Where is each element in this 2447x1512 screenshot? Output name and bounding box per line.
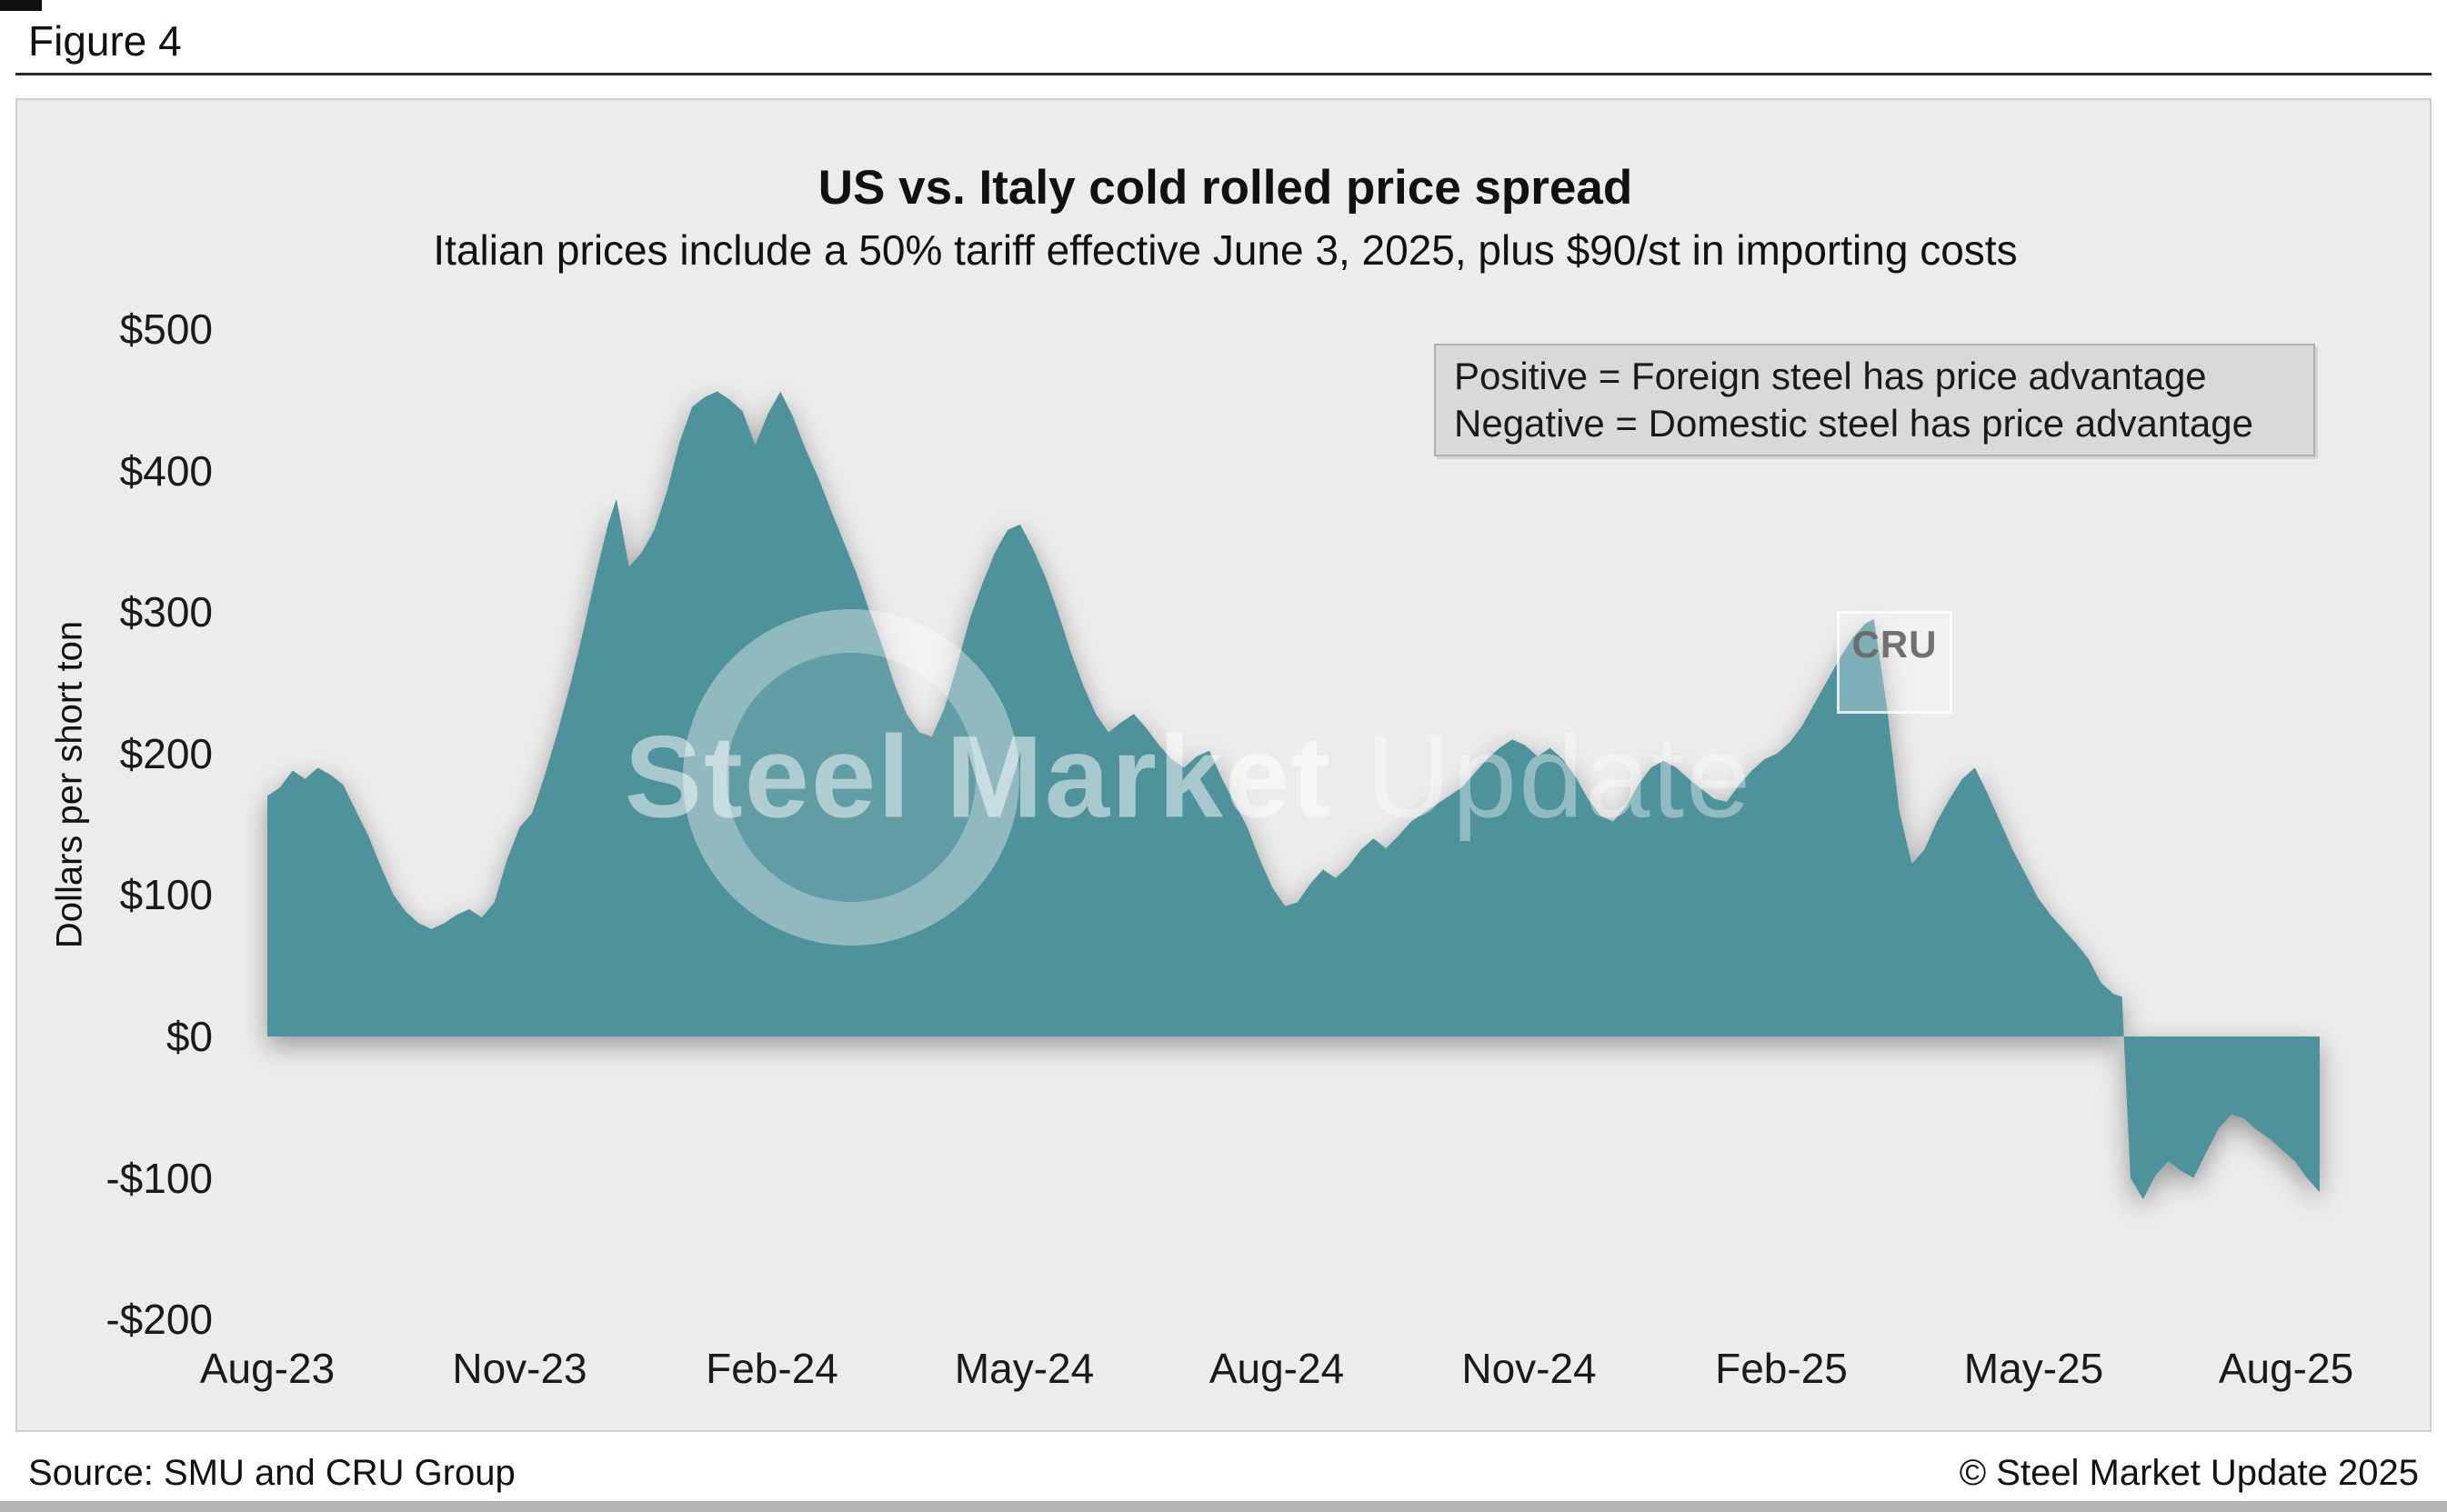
corner-artifact — [0, 0, 42, 11]
bottom-strip — [0, 1501, 2447, 1512]
y-tick-label: $0 — [165, 1013, 213, 1060]
legend-box: Positive = Foreign steel has price advan… — [1434, 344, 2315, 456]
legend-line-negative: Negative = Domestic steel has price adva… — [1454, 402, 2253, 445]
x-tick-label: Feb-25 — [1715, 1345, 1848, 1392]
x-tick-label: May-25 — [1963, 1345, 2104, 1392]
x-tick-label: Feb-24 — [706, 1345, 838, 1392]
chart-panel: Steel Market Update CRU US vs. Italy col… — [15, 98, 2432, 1432]
y-tick-label: $200 — [119, 729, 213, 777]
area-chart-svg — [267, 391, 2320, 1199]
copyright-text: © Steel Market Update 2025 — [1959, 1453, 2419, 1493]
y-tick-label: $100 — [119, 871, 213, 919]
chart-subtitle: Italian prices include a 50% tariff effe… — [433, 226, 2018, 274]
x-tick-label: May-24 — [954, 1345, 1095, 1392]
y-tick-label: $300 — [119, 588, 213, 636]
y-tick-label: -$200 — [105, 1296, 213, 1344]
x-tick-label: Nov-24 — [1461, 1345, 1597, 1392]
x-tick-label: Aug-23 — [199, 1345, 336, 1392]
legend-line-positive: Positive = Foreign steel has price advan… — [1454, 355, 2207, 397]
y-tick-label: $500 — [119, 305, 213, 353]
header-divider — [15, 73, 2432, 75]
source-text: Source: SMU and CRU Group — [28, 1453, 516, 1493]
x-tick-label: Nov-23 — [452, 1345, 587, 1392]
y-tick-label: -$100 — [105, 1154, 213, 1202]
x-tick-label: Aug-25 — [2218, 1345, 2354, 1392]
figure-label: Figure 4 — [28, 17, 182, 65]
spread-area-series — [267, 391, 2320, 1199]
y-tick-label: $400 — [119, 446, 213, 495]
chart-title: US vs. Italy cold rolled price spread — [817, 161, 1633, 215]
x-tick-label: Aug-24 — [1208, 1345, 1345, 1392]
footer: Source: SMU and CRU Group © Steel Market… — [28, 1453, 2419, 1494]
